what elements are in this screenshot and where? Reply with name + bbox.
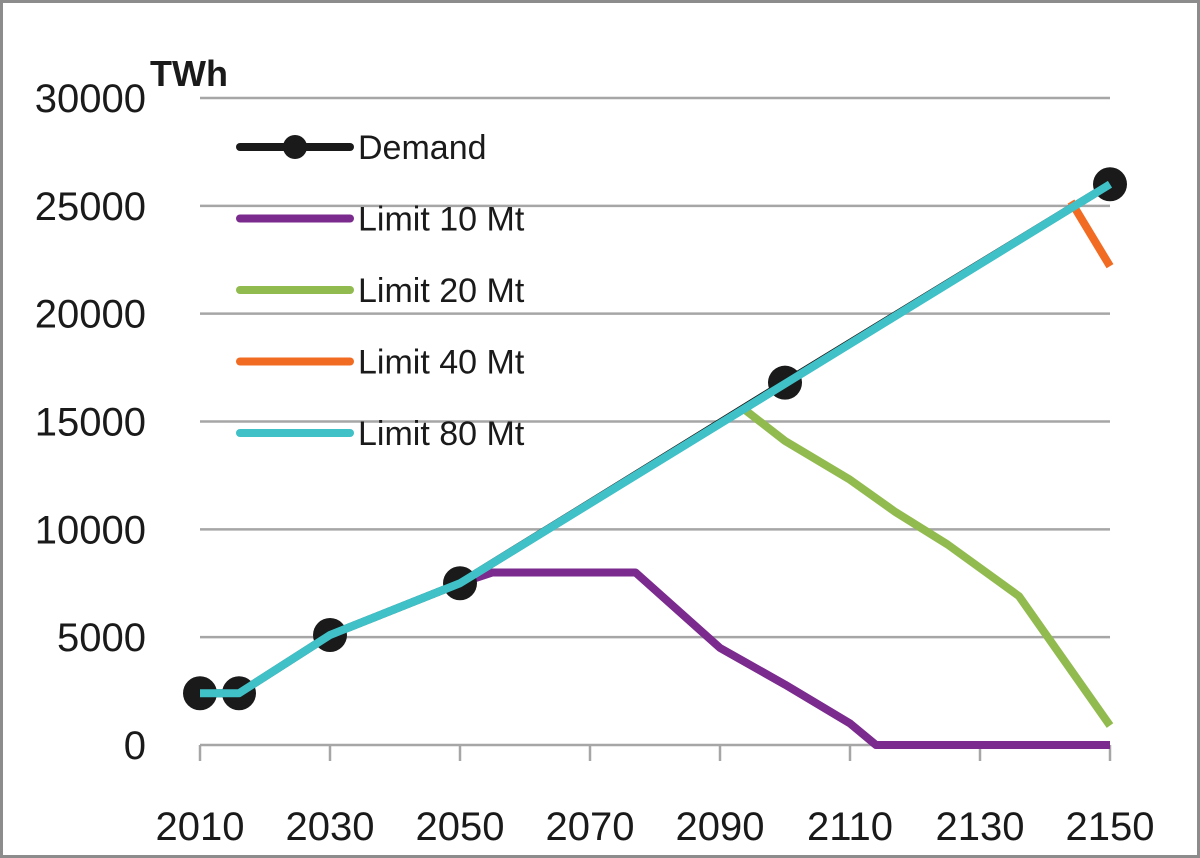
- series-line-demand: [200, 180, 1113, 698]
- series-line-limit-40-mt: [1067, 199, 1114, 269]
- legend-label-limit-40-mt: Limit 40 Mt: [358, 344, 525, 382]
- series-line-limit-80-mt-overlay: [200, 180, 1113, 698]
- legend-label-limit-20-mt: Limit 20 Mt: [358, 272, 525, 310]
- y-tick-label-0: 0: [124, 724, 146, 768]
- y-axis-unit-label: TWh: [150, 53, 228, 94]
- x-tick-label-2010: 2010: [156, 805, 245, 849]
- legend: Demand Limit 10 Mt Limit 20 Mt Limit 40 Mt L…: [236, 129, 525, 453]
- legend-marker-demand: [283, 135, 307, 159]
- y-tick-label-20000: 20000: [35, 293, 146, 337]
- y-tick-label-15000: 15000: [35, 401, 146, 445]
- y-tick-label-5000: 5000: [57, 616, 146, 660]
- x-tick-label-2130: 2130: [936, 805, 1025, 849]
- gridlines: [200, 96, 1110, 639]
- legend-label-limit-10-mt: Limit 10 Mt: [358, 201, 525, 239]
- x-tick-label-2030: 2030: [286, 805, 375, 849]
- x-tick-label-2070: 2070: [546, 805, 635, 849]
- legend-label-demand: Demand: [358, 129, 487, 167]
- y-tick-label-30000: 30000: [35, 77, 146, 121]
- y-tick-label-25000: 25000: [35, 185, 146, 229]
- x-tick-label-2150: 2150: [1066, 805, 1155, 849]
- legend-label-limit-80-mt: Limit 80 Mt: [358, 415, 525, 453]
- x-tick-label-2050: 2050: [416, 805, 505, 849]
- y-tick-label-10000: 10000: [35, 508, 146, 552]
- series-line-limit-10-mt: [458, 568, 1110, 749]
- x-tick-label-2090: 2090: [676, 805, 765, 849]
- series-line-limit-80-mt: [200, 180, 1113, 698]
- x-tick-label-2110: 2110: [807, 805, 893, 849]
- x-tick-labels: 2010 2030 2050 2070 2090 2110 2130 2150: [156, 805, 1155, 849]
- series-markers: [183, 167, 1127, 711]
- series-line-limit-20-mt: [743, 407, 1114, 728]
- y-tick-labels: 0 5000 10000 15000 20000 25000 30000: [35, 77, 146, 768]
